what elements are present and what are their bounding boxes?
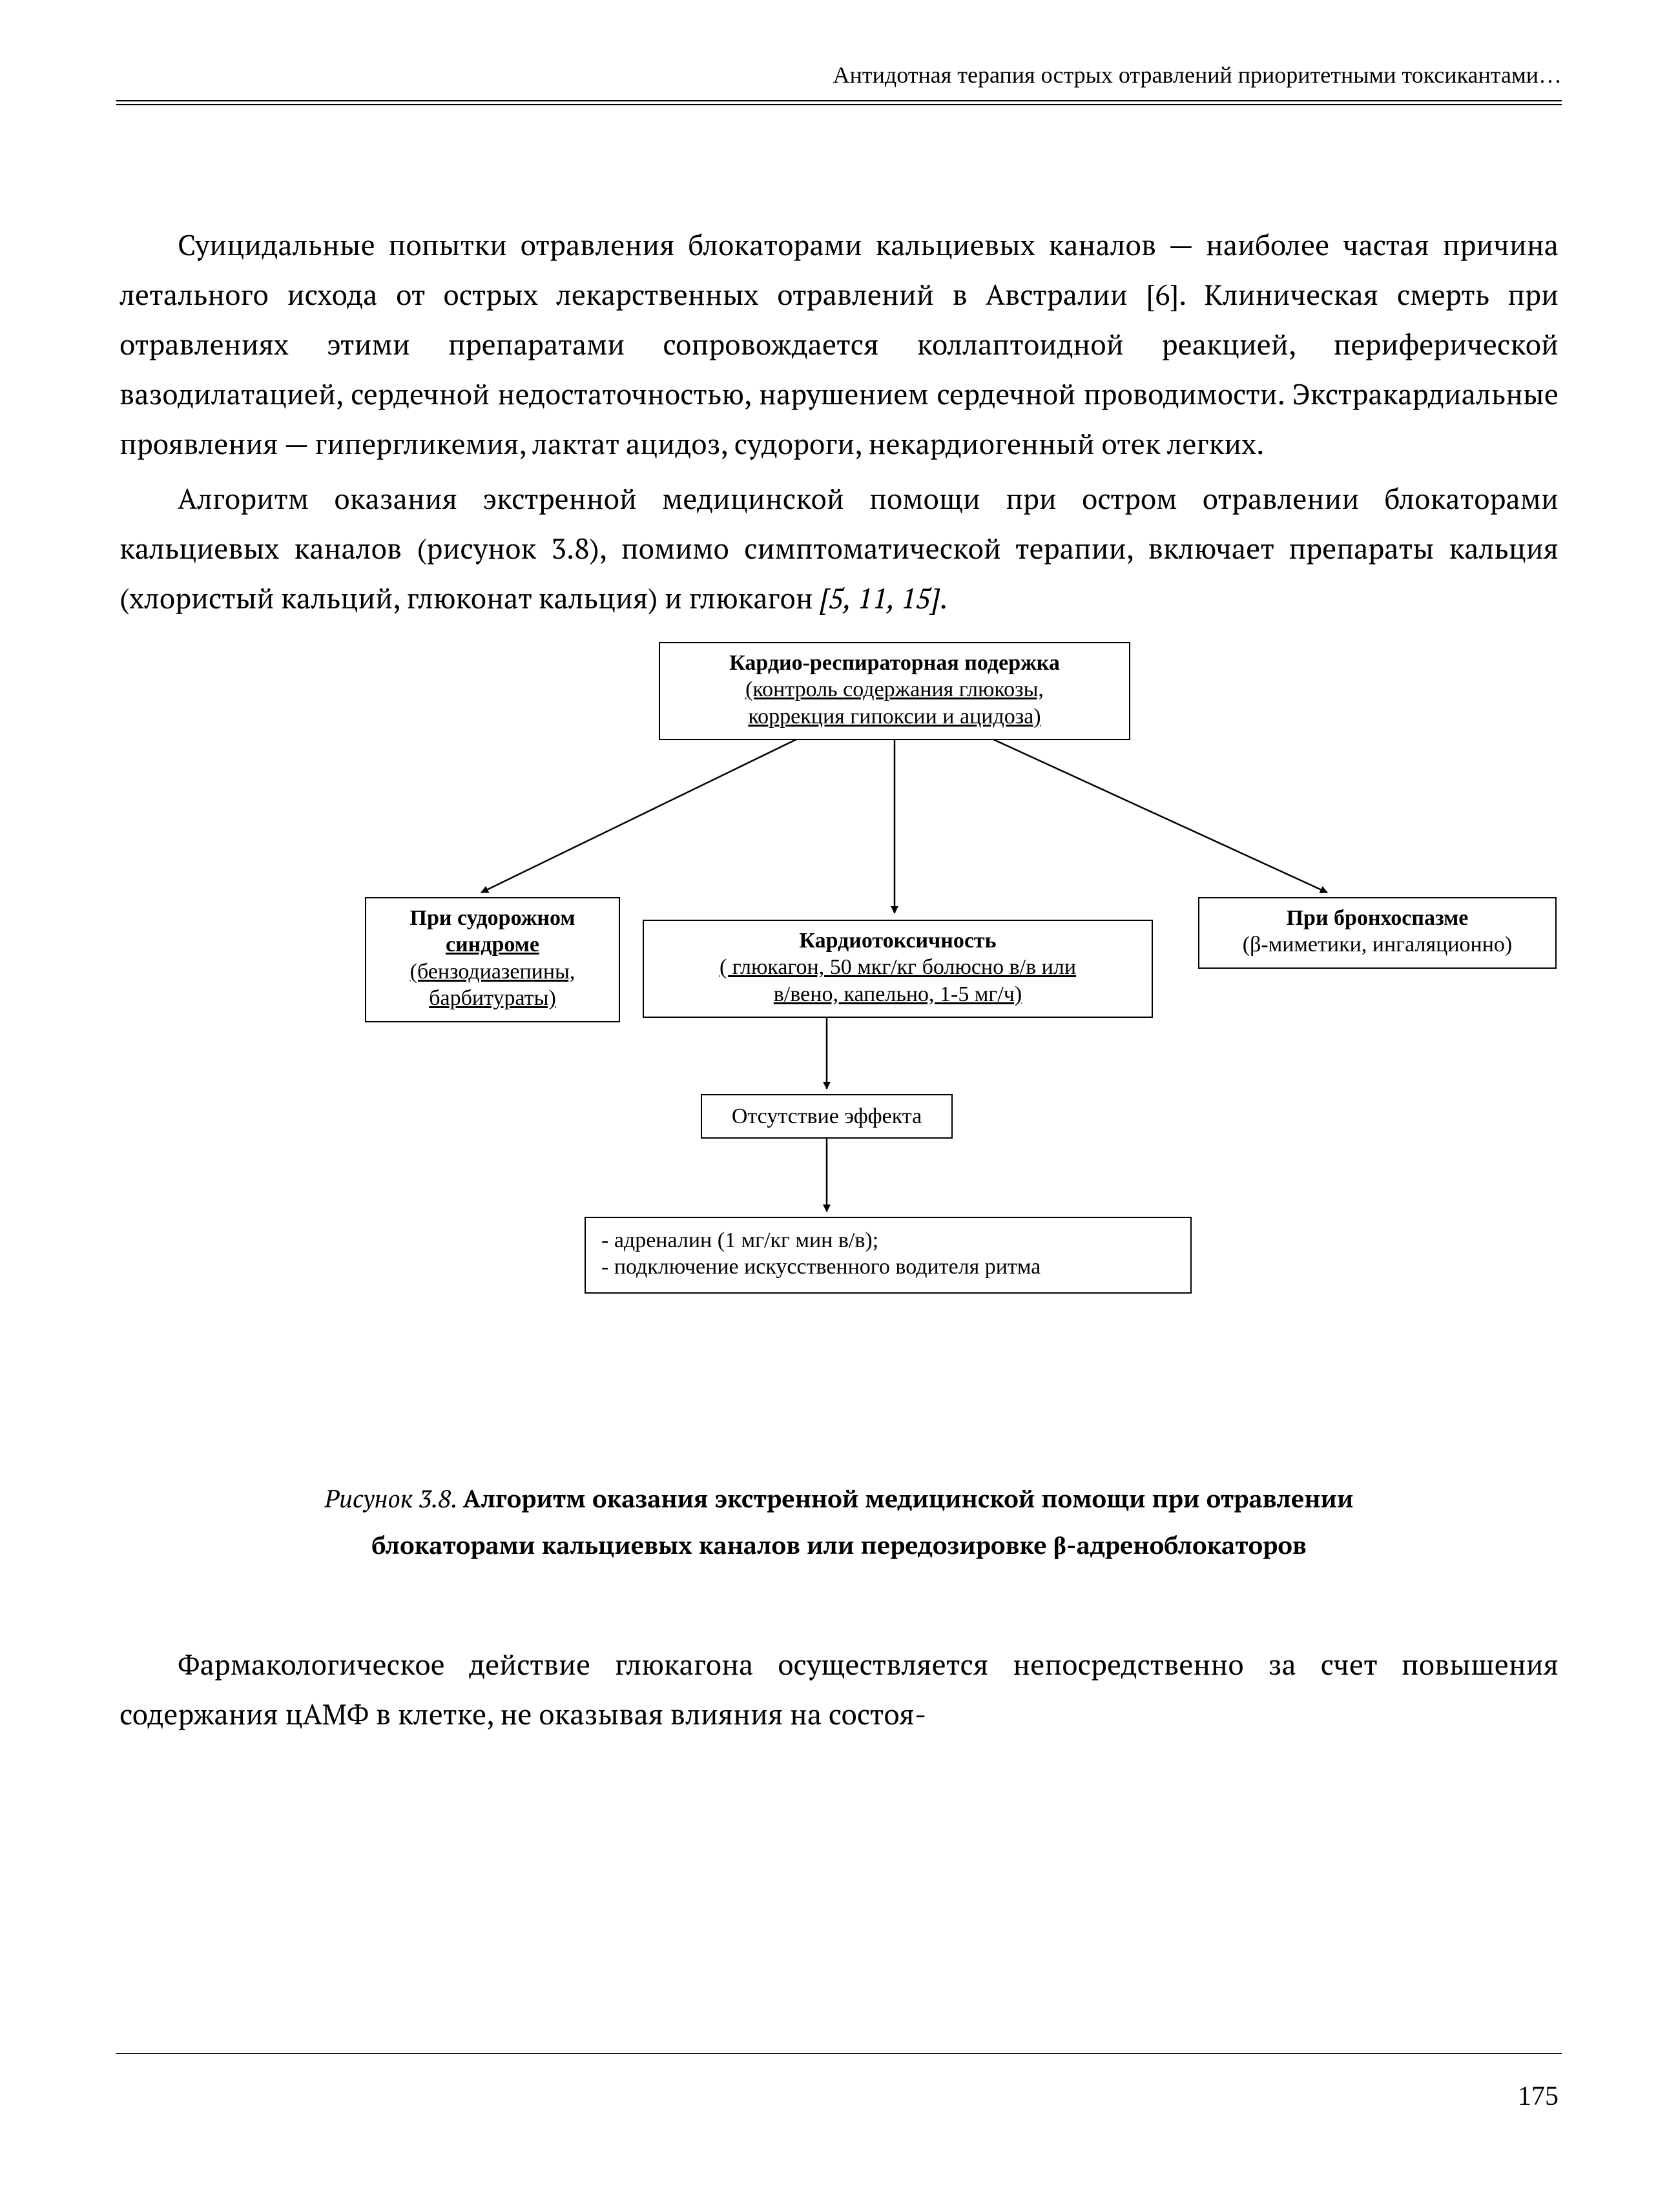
p2-text-b: . <box>940 579 948 617</box>
figure-caption: Рисунок 3.8. Алгоритм оказания экстренно… <box>119 1475 1559 1568</box>
flow-node-right: При бронхоспазме (β-миметики, ингаляцион… <box>1198 897 1557 969</box>
flow-node-top: Кардио-респираторная подержка (контроль … <box>659 642 1130 740</box>
flow-node-center: Кардиотоксичность ( глюкагон, 50 мкг/кг … <box>643 920 1153 1018</box>
node-right-title: При бронхоспазме <box>1214 905 1541 931</box>
p2-ref: [5, 11, 15] <box>820 579 939 617</box>
paragraph-2: Алгоритм оказания экстренной медицинской… <box>119 473 1559 623</box>
running-header: Антидотная терапия острых отравлений при… <box>116 61 1562 105</box>
node-left-title2: синдроме <box>380 931 605 958</box>
header-title: Антидотная терапия острых отравлений при… <box>116 61 1562 88</box>
node-noeffect-line1: Отсутствие эффекта <box>715 1103 938 1130</box>
node-bottom-line2: - подключение искусственного водителя ри… <box>601 1254 1175 1280</box>
caption-label: Рисунок 3.8. <box>325 1482 463 1514</box>
flowchart-figure: Кардио-респираторная подержка (контроль … <box>365 642 1489 1352</box>
page-content: Суицидальные попытки отравления блокатор… <box>119 220 1559 1741</box>
node-top-title: Кардио-респираторная подержка <box>674 650 1115 676</box>
flow-node-noeffect: Отсутствие эффекта <box>701 1094 953 1139</box>
page-number: 175 <box>1518 2081 1559 2112</box>
node-center-title: Кардиотоксичность <box>658 927 1137 954</box>
flow-node-bottom: - адреналин (1 мг/кг мин в/в); - подключ… <box>585 1217 1192 1294</box>
node-center-line2: в/вено, капельно, 1-5 мг/ч) <box>658 981 1137 1008</box>
node-top-line2: коррекция гипоксии и ацидоза) <box>674 703 1115 730</box>
node-left-title: При судорожном <box>380 905 605 931</box>
footer-rule <box>116 2053 1562 2054</box>
node-left-line1: (бензодиазепины, <box>380 958 605 985</box>
header-rule <box>116 100 1562 105</box>
caption-line1: Алгоритм оказания экстренной медицинской… <box>463 1482 1354 1514</box>
paragraph-1: Суицидальные попытки отравления блокатор… <box>119 220 1559 468</box>
node-top-line1: (контроль содержания глюкозы, <box>674 676 1115 703</box>
node-right-line1: (β-миметики, ингаляционно) <box>1214 931 1541 958</box>
node-center-line1: ( глюкагон, 50 мкг/кг болюсно в/в или <box>658 954 1137 980</box>
node-bottom-line1: - адреналин (1 мг/кг мин в/в); <box>601 1227 1175 1254</box>
caption-line2: блокаторами кальциевых каналов или перед… <box>371 1529 1306 1561</box>
paragraph-3: Фармакологическое действие глюкагона осу… <box>119 1639 1559 1739</box>
node-left-line2: барбитураты) <box>380 985 605 1011</box>
flow-node-left: При судорожном синдроме (бензодиазепины,… <box>365 897 620 1022</box>
